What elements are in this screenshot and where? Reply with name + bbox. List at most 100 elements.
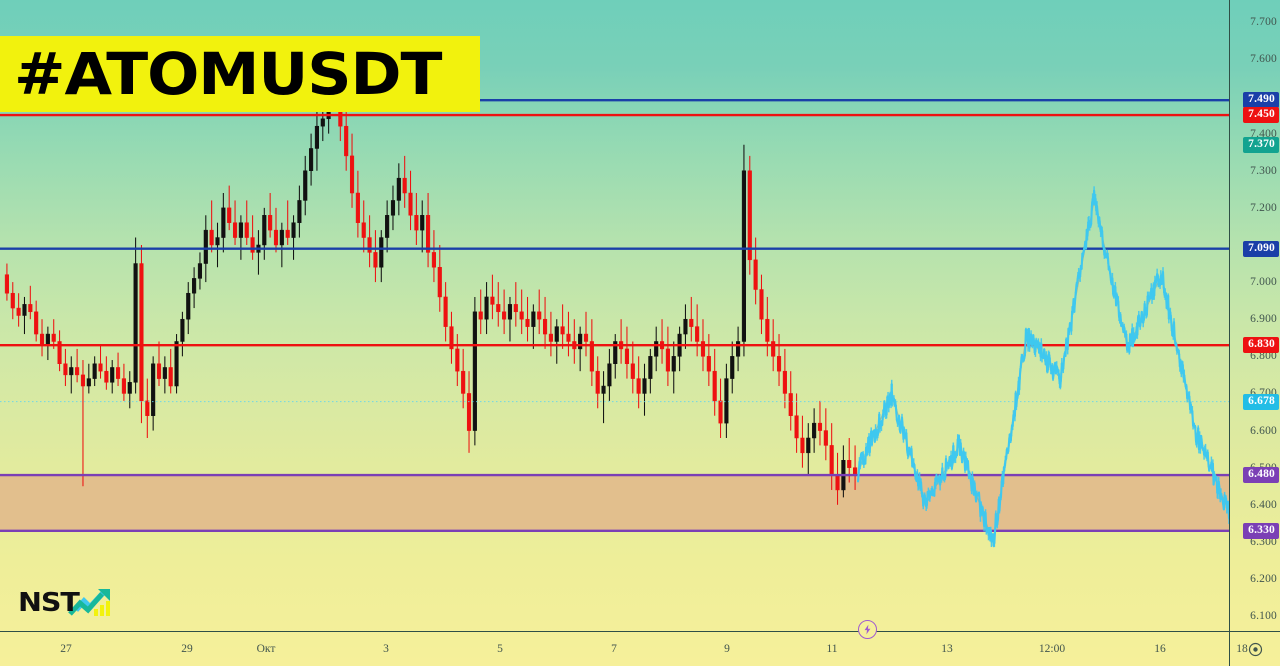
candle-body xyxy=(683,318,688,335)
candle-body xyxy=(812,422,817,439)
candle-body xyxy=(537,311,542,320)
candle-body xyxy=(10,292,15,309)
projection-stroke xyxy=(961,453,964,464)
candle-body xyxy=(484,296,489,320)
candle-body xyxy=(507,304,513,320)
candle-body xyxy=(806,437,811,454)
projection-stroke xyxy=(1106,257,1110,271)
lightning-bolt-icon[interactable] xyxy=(858,620,877,639)
candle-body xyxy=(654,341,659,357)
projection-stroke xyxy=(1136,316,1140,336)
candle-body xyxy=(776,356,782,372)
candle-body xyxy=(601,385,606,394)
price-tick-7600: 7.600 xyxy=(1250,53,1277,66)
projection-stroke xyxy=(1010,424,1014,437)
candle-body xyxy=(759,289,764,320)
candle-body xyxy=(753,259,758,290)
price-tick-7200: 7.200 xyxy=(1250,201,1277,214)
price-label-7450[interactable]: 7.450 xyxy=(1243,107,1279,124)
price-tick-7400: 7.400 xyxy=(1250,127,1277,140)
candle-body xyxy=(607,363,612,387)
projection-stroke xyxy=(999,480,1003,498)
candle-body xyxy=(700,341,706,357)
candle-body xyxy=(385,215,390,238)
candle-body xyxy=(268,215,273,231)
time-axis[interactable]: 27 29 Окт 3 5 7 9 11 13 12:00 16 18 xyxy=(0,631,1280,666)
candle-body xyxy=(771,341,776,357)
candle-body xyxy=(244,222,249,238)
candle-body xyxy=(115,367,121,379)
chart-plot-area[interactable] xyxy=(0,0,1229,631)
candle-body xyxy=(490,296,495,305)
price-tick-6800: 6.800 xyxy=(1250,350,1277,363)
candle-body xyxy=(426,215,431,253)
candle-body xyxy=(636,378,641,394)
projection-stroke xyxy=(1095,205,1099,216)
candle-body xyxy=(197,263,203,279)
candle-body xyxy=(671,356,676,372)
candle-body xyxy=(542,318,548,335)
projection-stroke xyxy=(922,497,926,507)
chart-title-banner: #ATOMUSDT xyxy=(0,36,480,112)
candle-body xyxy=(238,222,243,238)
candle-body xyxy=(121,378,126,394)
candle-body xyxy=(75,367,80,376)
time-tick-2: Окт xyxy=(256,643,276,655)
candle-body xyxy=(566,333,571,342)
price-label-7490[interactable]: 7.490 xyxy=(1243,92,1279,109)
candle-body xyxy=(344,125,349,157)
candle-body xyxy=(98,363,103,372)
candle-body xyxy=(455,348,460,372)
candle-body xyxy=(431,252,436,268)
projection-stroke xyxy=(1002,466,1005,485)
candle-body xyxy=(736,341,741,357)
candle-body xyxy=(309,148,314,171)
candle-body xyxy=(291,222,296,238)
projection-stroke xyxy=(1052,363,1056,375)
candle-body xyxy=(361,222,366,238)
candle-body xyxy=(303,170,308,201)
time-tick-8: 13 xyxy=(941,643,953,655)
candle-body xyxy=(367,237,372,253)
candle-body xyxy=(396,177,401,201)
candle-body xyxy=(151,363,156,416)
projection-stroke xyxy=(1139,318,1143,327)
candle-body xyxy=(168,367,173,387)
axis-corner-control[interactable] xyxy=(1229,631,1280,666)
candle-body xyxy=(145,400,150,416)
candle-body xyxy=(273,229,279,246)
candle-body xyxy=(835,474,840,491)
candle-body xyxy=(86,378,91,387)
candle-body xyxy=(519,311,524,320)
candle-body xyxy=(16,307,21,316)
price-label-7370[interactable]: 7.370 xyxy=(1243,136,1279,153)
price-label-6678[interactable]: 6.678 xyxy=(1243,393,1279,410)
candle-body xyxy=(472,311,477,431)
price-axis[interactable]: 7.700 7.600 7.400 7.300 7.200 7.000 6.900 6.800… xyxy=(1229,0,1280,631)
price-label-7090[interactable]: 7.090 xyxy=(1243,240,1279,257)
price-label-6480[interactable]: 6.480 xyxy=(1243,467,1279,484)
candle-body xyxy=(800,437,805,454)
demand-zone-fill xyxy=(0,475,1229,531)
price-label-6830[interactable]: 6.830 xyxy=(1243,337,1279,354)
candle-body xyxy=(829,445,834,476)
candle-body xyxy=(250,237,255,253)
candle-body xyxy=(80,374,86,387)
candle-body xyxy=(689,318,694,327)
candle-body xyxy=(162,367,167,379)
candle-body xyxy=(478,311,483,320)
candle-body xyxy=(443,296,448,327)
candle-body xyxy=(156,363,162,379)
candle-body xyxy=(420,215,425,231)
projection-stroke xyxy=(1143,302,1147,316)
candle-body xyxy=(765,318,770,342)
candle-body xyxy=(578,333,583,350)
candle-body xyxy=(665,348,670,372)
candle-body xyxy=(408,192,413,216)
candle-body xyxy=(630,363,635,379)
candle-body xyxy=(560,326,565,335)
projection-stroke xyxy=(1172,321,1176,341)
price-tick-6200: 6.200 xyxy=(1250,573,1277,586)
time-tick-1: 29 xyxy=(181,643,193,655)
price-label-6330[interactable]: 6.330 xyxy=(1243,522,1279,539)
